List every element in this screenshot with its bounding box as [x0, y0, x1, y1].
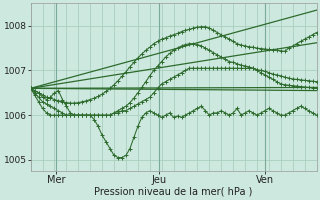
X-axis label: Pression niveau de la mer( hPa ): Pression niveau de la mer( hPa )	[94, 187, 253, 197]
